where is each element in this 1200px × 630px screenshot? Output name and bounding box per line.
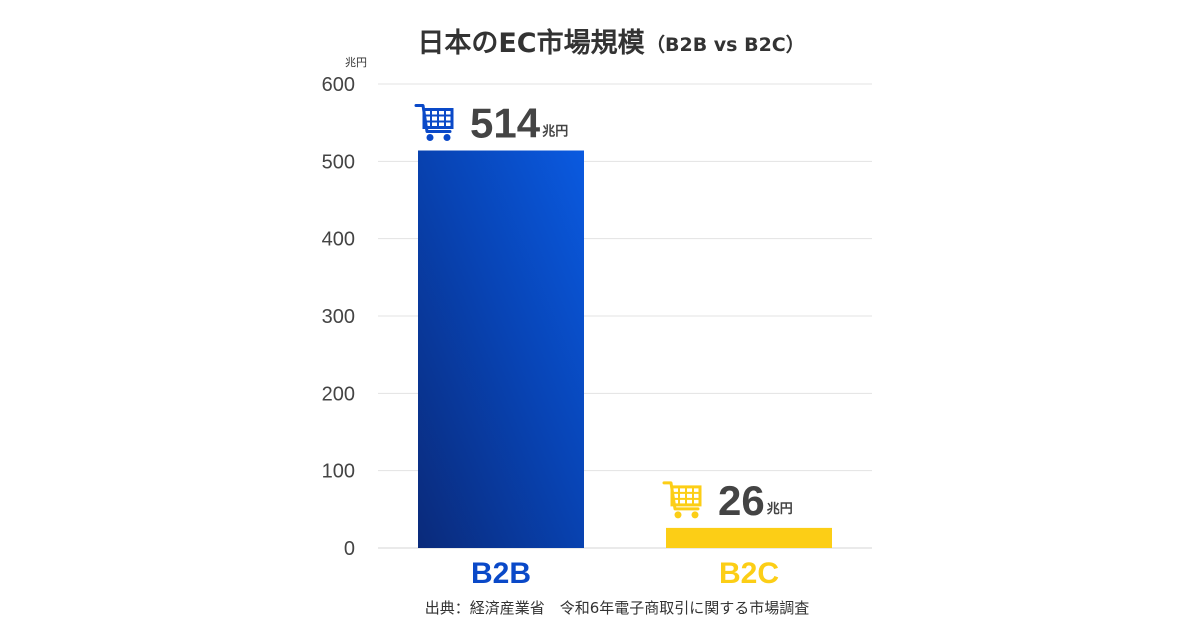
y-tick-label: 300 <box>322 306 355 328</box>
x-category-label: B2B <box>471 557 531 590</box>
bar-value-label: 514 <box>470 100 541 147</box>
y-tick-label: 600 <box>322 74 355 96</box>
chart-title: 日本のEC市場規模 <box>417 27 644 59</box>
x-category-label: B2C <box>719 557 779 590</box>
y-tick-label: 400 <box>322 229 355 251</box>
bars <box>418 150 832 549</box>
x-axis-categories: B2B B2C <box>471 557 779 590</box>
cart-icon <box>662 481 702 519</box>
y-axis-ticks: 0 100 200 300 400 500 600 <box>322 74 355 560</box>
chart-subtitle: （B2B vs B2C） <box>646 33 805 56</box>
bar-value-unit: 兆円 <box>542 124 568 140</box>
y-tick-label: 200 <box>322 383 355 405</box>
bar-value-label: 26 <box>718 477 765 524</box>
source-note: 出典：経済産業省 令和6年電子商取引に関する市場調査 <box>425 599 810 617</box>
y-tick-label: 100 <box>322 461 355 483</box>
bar-value-unit: 兆円 <box>767 501 793 517</box>
cart-icon <box>414 104 454 142</box>
bar-b2b <box>418 150 584 549</box>
y-tick-label: 500 <box>322 151 355 173</box>
y-axis-unit: 兆円 <box>345 56 367 69</box>
bar-b2c <box>666 527 832 548</box>
y-tick-label: 0 <box>344 538 355 560</box>
